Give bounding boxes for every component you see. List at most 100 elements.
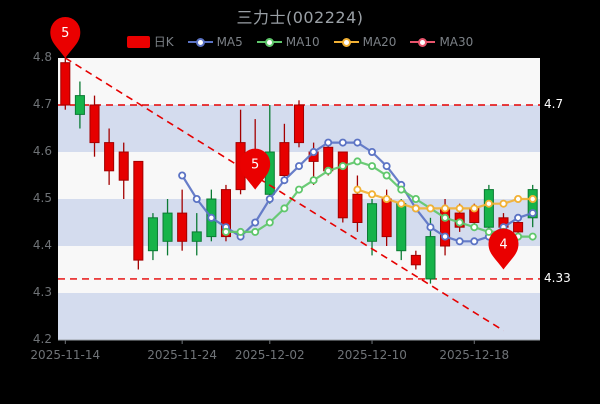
candle-body [133,160,144,261]
x-axis-tick-label: 2025-12-10 [337,348,407,362]
ma-point-ma5 [178,171,187,180]
line-marker-icon [256,36,282,48]
legend-item-ma10[interactable]: MA10 [256,35,320,49]
legend-item-ma5[interactable]: MA5 [187,35,243,49]
ma-point-ma5 [207,213,216,222]
candle-body [220,189,231,238]
ma-point-ma10 [265,218,274,227]
candle-body [177,212,188,242]
ma-point-ma5 [294,162,303,171]
ma-point-ma20 [368,190,377,199]
ma-point-ma20 [426,204,435,213]
candle-body [367,203,378,242]
candle-body [74,95,85,115]
candlestick [293,100,305,148]
candle-body [425,236,436,280]
legend-label: MA20 [362,34,397,49]
ma-point-ma10 [221,227,230,236]
marker-balloon-shape [488,228,519,270]
candlestick [352,175,363,232]
ma-point-ma5 [280,176,289,185]
ma-point-ma10 [455,218,464,227]
legend-item-日k[interactable]: 日K [126,33,174,50]
ma-point-ma10 [397,185,406,194]
candle-body [89,104,100,144]
ma-point-ma20 [353,185,362,194]
page-title: 三力士(002224) [236,8,364,27]
marker-label: 5 [61,26,69,41]
candlestick [89,95,100,157]
legend-item-ma20[interactable]: MA20 [333,34,397,49]
candlestick [177,189,188,251]
candlestick [118,142,129,199]
ma-point-ma20 [441,204,450,213]
ma-point-ma5 [368,147,377,156]
ma-point-ma5 [455,237,464,246]
ma-point-ma5 [514,213,523,222]
ma-point-ma5 [251,218,260,227]
ma-point-ma10 [484,227,493,236]
candle-body [147,217,158,252]
ma-point-ma10 [470,223,479,232]
grid-band [58,199,540,246]
marker-balloon-shape [50,17,81,59]
marker-pin-5[interactable]: 5 [50,17,81,59]
candle-body [118,151,129,181]
ma-point-ma5 [338,138,347,147]
candlestick [410,250,421,270]
candlestick [396,199,407,261]
candle-body [513,222,524,233]
ma-point-ma10 [236,227,245,236]
ma-point-ma10 [382,171,391,180]
ma-point-ma20 [455,204,464,213]
ma-point-ma20 [397,199,406,208]
candlestick [133,160,144,270]
line-marker-icon [187,36,213,48]
ma-point-ma10 [528,232,537,241]
ma-point-ma5 [470,237,479,246]
candlestick [147,213,158,261]
marker-pin-5[interactable]: 5 [240,148,271,190]
candle-body [527,189,538,219]
candlestick [162,199,173,256]
line-marker-icon [333,36,359,48]
candlestick [104,128,115,185]
ma-point-ma10 [280,204,289,213]
ma-point-ma5 [441,232,450,241]
candle-body [104,142,115,172]
candle-body [60,62,71,106]
candle-body [381,198,392,238]
ma-point-ma5 [382,162,391,171]
y-axis-tick-label: 4.6 [32,144,52,158]
ma-point-ma20 [470,204,479,213]
ma-point-ma5 [192,194,201,203]
ma-point-ma10 [309,176,318,185]
candlestick [527,184,538,228]
ma-point-ma5 [426,223,435,232]
y-axis-tick-label: 4.4 [32,238,52,252]
x-axis-tick-label: 2025-12-18 [439,348,510,362]
x-axis-tick-label: 2025-12-02 [234,348,305,362]
guide-line-trend [64,57,504,332]
candlestick [279,123,290,181]
ma-point-ma20 [484,199,493,208]
ma-point-ma10 [294,185,303,194]
ma-point-ma5 [353,138,362,147]
ma-line-ma10 [224,160,534,238]
candle-body [162,212,173,242]
ma-point-ma10 [324,166,333,175]
candlestick [483,184,494,232]
candlestick [74,81,85,129]
ma-point-ma5 [528,209,537,218]
ma-point-ma5 [324,138,333,147]
ma-point-ma5 [265,194,274,203]
legend-item-ma30[interactable]: MA30 [410,35,473,49]
y-axis-tick-label: 4.2 [32,332,52,346]
candle-body [410,254,421,266]
candle-body [293,104,305,144]
ma-point-ma5 [309,147,318,156]
legend-label: 日K [153,35,174,49]
marker-pin-4[interactable]: 4 [488,228,519,270]
x-axis-tick-label: 2025-11-14 [30,348,101,362]
